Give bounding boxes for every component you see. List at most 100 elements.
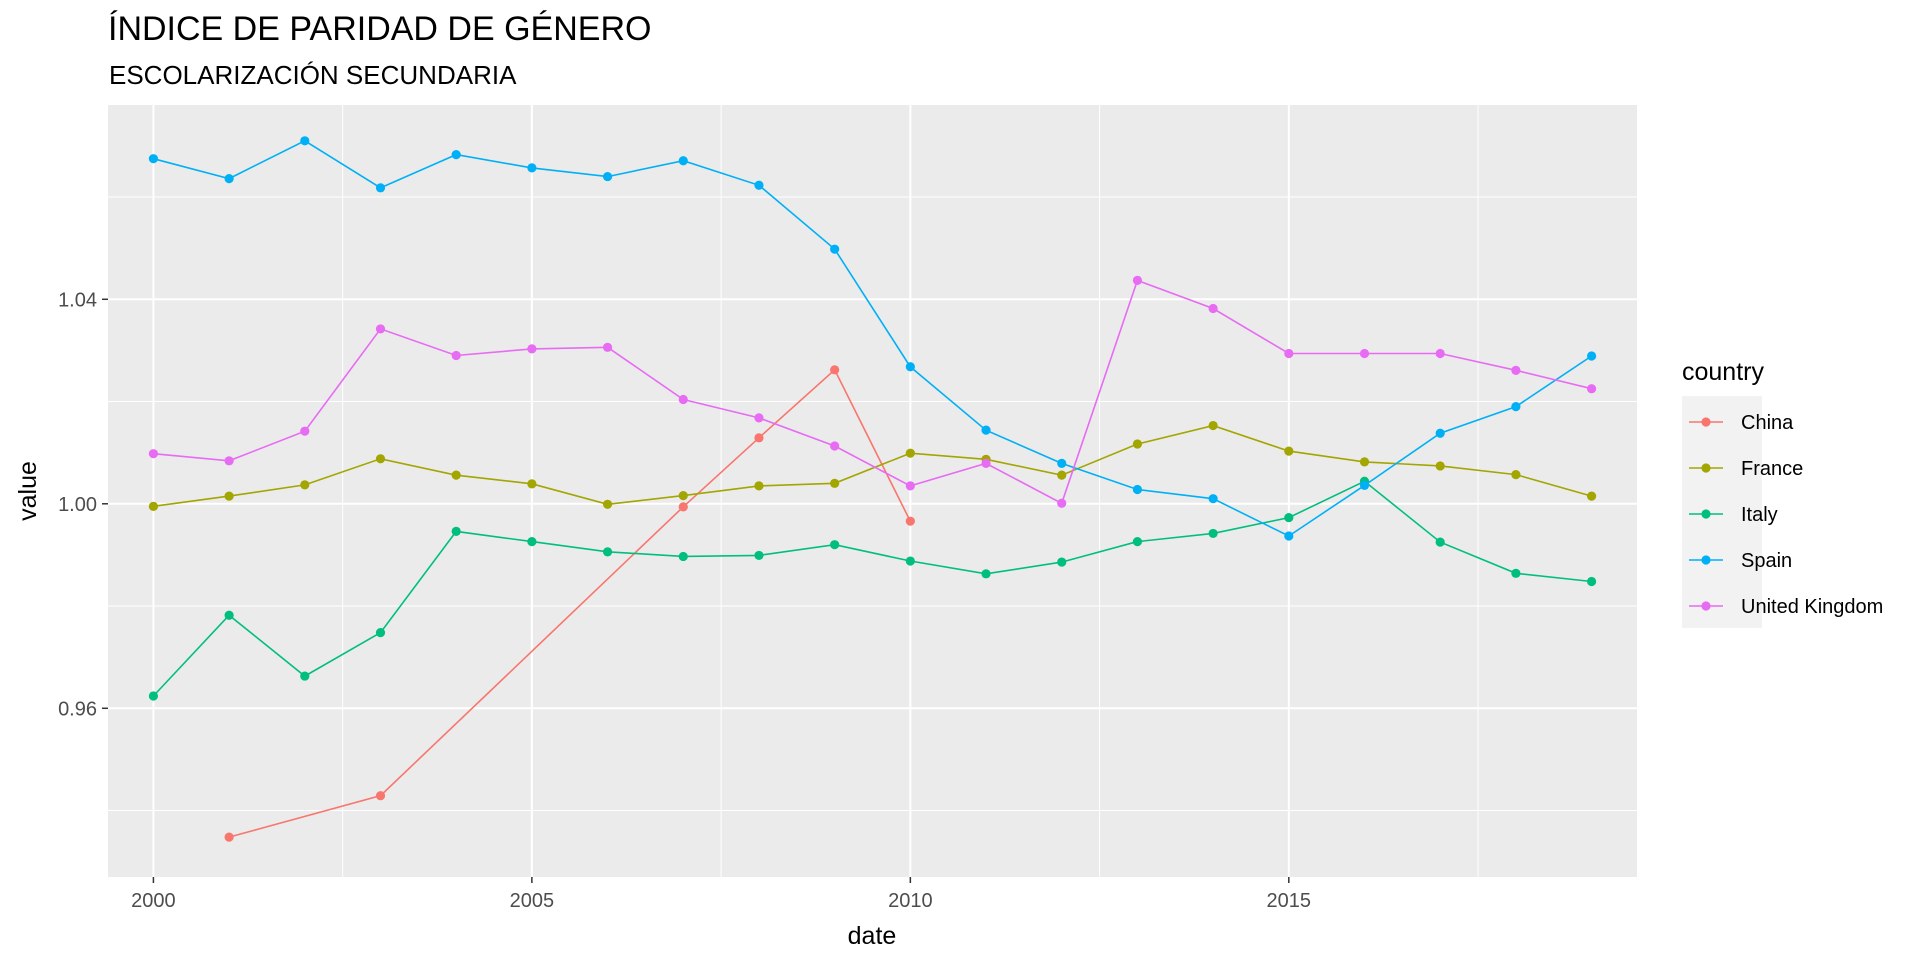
data-point-france xyxy=(1359,457,1370,467)
data-point-france xyxy=(602,499,613,509)
series-layer xyxy=(148,136,1597,842)
y-tick-label: 1.00 xyxy=(58,494,97,516)
data-point-spain xyxy=(451,149,461,160)
data-point-united-kingdom xyxy=(981,458,991,468)
data-point-italy xyxy=(981,569,991,579)
data-point-spain xyxy=(1284,531,1294,541)
data-point-spain xyxy=(1132,484,1143,495)
data-point-france xyxy=(451,470,461,480)
data-point-spain xyxy=(754,180,764,190)
legend-item-france: France xyxy=(1689,458,1803,480)
data-point-united-kingdom xyxy=(905,481,915,491)
x-tick-label: 2015 xyxy=(1267,890,1312,912)
data-point-italy xyxy=(224,610,234,620)
series-line-france xyxy=(153,424,1592,508)
data-point-china xyxy=(754,433,764,443)
data-point-spain xyxy=(830,244,840,254)
data-point-spain xyxy=(300,136,310,146)
data-point-spain xyxy=(602,171,613,182)
data-point-france xyxy=(148,501,159,511)
data-point-italy xyxy=(754,550,764,561)
data-point-united-kingdom xyxy=(1284,348,1294,359)
data-point-italy xyxy=(905,556,915,566)
data-point-united-kingdom xyxy=(1359,348,1370,359)
data-point-china xyxy=(224,832,234,842)
data-point-france xyxy=(830,478,840,488)
data-point-united-kingdom xyxy=(300,426,310,436)
legend-key-point xyxy=(1701,417,1711,427)
data-point-france xyxy=(300,480,310,490)
data-point-united-kingdom xyxy=(1057,498,1067,508)
data-point-spain xyxy=(148,154,159,164)
data-point-united-kingdom xyxy=(224,456,234,466)
data-point-spain xyxy=(224,174,234,184)
legend-key-point xyxy=(1701,509,1711,519)
legend-label: Spain xyxy=(1741,550,1792,572)
data-point-france xyxy=(1208,420,1218,431)
data-point-united-kingdom xyxy=(451,350,461,361)
x-tick-label: 2010 xyxy=(888,890,933,912)
data-point-france xyxy=(1057,470,1067,480)
data-point-spain xyxy=(905,362,915,372)
series-line-spain xyxy=(153,139,1593,537)
axis-layer: 2000 2005 2010 2015 0.96 1.00 1.04 xyxy=(58,289,1311,912)
series-united-kingdom xyxy=(148,275,1597,508)
legend-key-point xyxy=(1701,601,1711,611)
legend-items: China France Italy Spain United Kingdom xyxy=(1682,396,1883,628)
legend-key-point xyxy=(1701,555,1711,565)
data-point-china xyxy=(830,365,840,375)
data-point-spain xyxy=(981,425,991,435)
chart-subtitle: ESCOLARIZACIÓN SECUNDARIA xyxy=(109,60,517,90)
data-point-italy xyxy=(451,526,461,536)
data-point-france xyxy=(224,491,234,501)
data-point-spain xyxy=(1057,458,1067,468)
data-point-united-kingdom xyxy=(1586,384,1597,394)
data-point-spain xyxy=(1208,494,1218,504)
data-point-united-kingdom xyxy=(527,344,537,354)
data-point-france xyxy=(375,454,386,464)
y-tick-label: 0.96 xyxy=(58,698,97,720)
series-china xyxy=(224,365,915,842)
series-spain xyxy=(148,136,1597,541)
data-point-united-kingdom xyxy=(830,441,840,451)
legend: country China France Italy Spain United King… xyxy=(1682,358,1883,628)
data-point-italy xyxy=(830,540,840,550)
legend-label: France xyxy=(1741,458,1803,480)
data-point-france xyxy=(678,491,688,501)
data-point-france xyxy=(1435,461,1445,471)
data-point-italy xyxy=(1435,537,1445,547)
data-point-united-kingdom xyxy=(1435,348,1445,359)
legend-item-spain: Spain xyxy=(1689,550,1792,572)
series-line-italy xyxy=(152,480,1592,697)
data-point-italy xyxy=(1511,568,1521,578)
data-point-italy xyxy=(148,691,159,701)
data-point-italy xyxy=(1057,557,1067,567)
data-point-italy xyxy=(527,537,537,547)
data-point-united-kingdom xyxy=(1208,303,1218,314)
data-point-china xyxy=(375,791,386,801)
x-tick-label: 2000 xyxy=(131,890,176,912)
data-point-italy xyxy=(1284,512,1294,523)
series-line-united-kingdom xyxy=(153,279,1592,505)
data-point-united-kingdom xyxy=(754,413,764,423)
x-tick-label: 2005 xyxy=(510,890,555,912)
data-point-france xyxy=(1284,446,1294,456)
data-point-italy xyxy=(1132,537,1143,547)
data-point-united-kingdom xyxy=(678,394,688,405)
data-point-italy xyxy=(1208,528,1218,539)
data-point-united-kingdom xyxy=(1511,365,1521,375)
data-point-united-kingdom xyxy=(148,449,159,459)
chart-title: ÍNDICE DE PARIDAD DE GÉNERO xyxy=(108,10,651,48)
data-point-spain xyxy=(1435,428,1445,438)
data-point-spain xyxy=(375,183,386,193)
legend-label: China xyxy=(1741,412,1794,434)
data-point-italy xyxy=(375,628,386,638)
legend-item-united-kingdom: United Kingdom xyxy=(1689,596,1883,618)
legend-key-background xyxy=(1682,396,1762,628)
data-point-united-kingdom xyxy=(1132,275,1143,285)
data-point-spain xyxy=(527,163,537,173)
series-italy xyxy=(148,476,1597,701)
grid-layer xyxy=(108,105,1637,877)
